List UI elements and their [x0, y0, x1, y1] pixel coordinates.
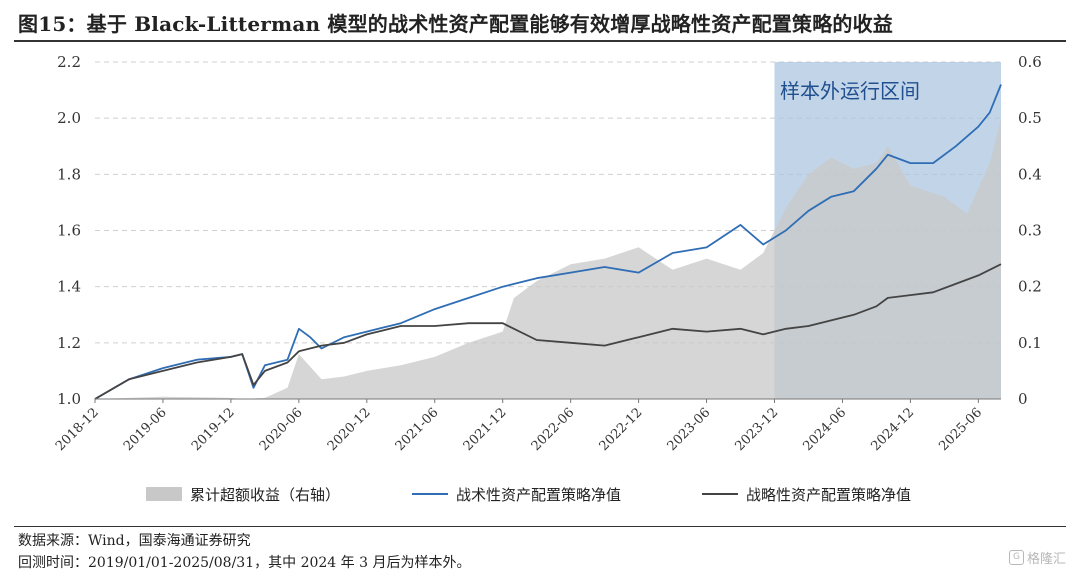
out-of-sample-annotation: 样本外运行区间 — [780, 79, 920, 103]
x-tick-label: 2018-12 — [53, 405, 102, 454]
legend-label: 战略性资产配置策略净值 — [746, 486, 911, 504]
y-tick-label: 1.2 — [57, 334, 81, 352]
x-tick-label: 2024-06 — [800, 405, 849, 454]
x-tick-label: 2019-12 — [189, 405, 238, 454]
x-tick-label: 2022-06 — [529, 405, 578, 454]
y2-tick-label: 0.5 — [1018, 109, 1042, 127]
gelonghui-logo-icon: G — [1008, 550, 1024, 565]
y2-tick-label: 0 — [1018, 390, 1028, 408]
y-tick-label: 1.4 — [57, 278, 81, 296]
out-of-sample-label: 样本外运行区间 — [780, 79, 920, 103]
x-tick-label: 2020-06 — [257, 405, 306, 454]
left-axis-tick-labels: 1.0 1.2 1.4 1.6 1.8 2.0 2.2 — [57, 53, 81, 408]
x-tick-label: 2023-06 — [665, 405, 714, 454]
strategic-nav-line — [94, 263, 1002, 400]
data-source-note: 数据来源：Wind，国泰海通证券研究 — [18, 533, 251, 549]
y-tick-label: 2.2 — [57, 53, 81, 71]
chart-legend: 累计超额收益（右轴） 战术性资产配置策略净值 战略性资产配置策略净值 — [146, 486, 911, 504]
backtest-period-note: 回测时间：2019/01/01-2025/08/31，其中 2024 年 3 月… — [18, 555, 471, 571]
x-tick-label: 2022-12 — [597, 405, 646, 454]
y-tick-label: 1.0 — [57, 390, 81, 408]
legend-label: 战术性资产配置策略净值 — [456, 486, 621, 504]
x-tick-label: 2020-12 — [325, 405, 374, 454]
watermark-text: 格隆汇 — [1026, 552, 1066, 567]
y-tick-label: 1.6 — [57, 222, 81, 240]
x-axis-tick-labels: 2018-12 2019-06 2019-12 2020-06 2020-12 2021-… — [53, 399, 985, 454]
chart-title: 图15：基于 Black-Litterman 模型的战术性资产配置能够有效增厚战… — [18, 12, 894, 36]
x-tick-label: 2021-06 — [393, 405, 442, 454]
y2-tick-label: 0.1 — [1018, 334, 1042, 352]
x-tick-label: 2023-12 — [733, 405, 782, 454]
title-divider — [14, 40, 1066, 42]
y-tick-label: 1.8 — [57, 165, 81, 183]
legend-area-swatch — [146, 487, 182, 501]
x-tick-label: 2019-06 — [121, 405, 170, 454]
x-tick-label: 2021-12 — [461, 405, 510, 454]
excess-return-area — [95, 118, 1001, 399]
y-tick-label: 2.0 — [57, 109, 81, 127]
y2-tick-label: 0.3 — [1018, 222, 1042, 240]
y2-tick-label: 0.6 — [1018, 53, 1042, 71]
y2-tick-label: 0.2 — [1018, 278, 1042, 296]
footer-divider — [14, 526, 1066, 527]
watermark: G 格隆汇 — [1008, 548, 1066, 567]
x-tick-label: 2024-12 — [868, 405, 917, 454]
excess-return-area-series — [95, 118, 1001, 399]
x-tick-label: 2025-06 — [936, 405, 985, 454]
line-chart: 1.0 1.2 1.4 1.6 1.8 2.0 2.2 0 0.1 0.2 0.3 0.4 0.5 0.… — [53, 53, 1042, 504]
right-axis-tick-labels: 0 0.1 0.2 0.3 0.4 0.5 0.6 — [1018, 53, 1042, 408]
y2-tick-label: 0.4 — [1018, 165, 1042, 183]
legend-label: 累计超额收益（右轴） — [190, 486, 340, 504]
strategy-lines — [94, 84, 1002, 400]
